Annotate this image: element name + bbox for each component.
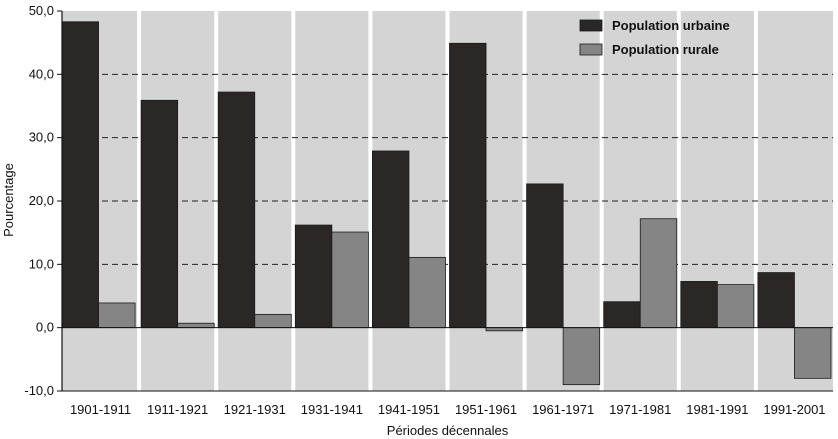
legend-label-rurale: Population rurale — [612, 42, 719, 57]
x-tick-label: 1981-1991 — [686, 402, 748, 417]
legend-swatch-urbaine — [579, 19, 603, 32]
x-tick-label: 1941-1951 — [378, 402, 440, 417]
y-tick-labels: -10,0 0,0 10,0 20,0 30,0 40,0 50,0 — [24, 3, 54, 398]
bar-urbaine-1981-1991 — [680, 281, 718, 329]
bar-rurale-1911-1921 — [177, 322, 215, 329]
bar-rurale-1961-1971 — [562, 327, 601, 386]
x-axis-title: Périodes décennales — [387, 423, 509, 438]
bar-urbaine-1901-1911 — [61, 21, 99, 329]
bar-rurale-1921-1931 — [254, 313, 292, 329]
bar-urbaine-1911-1921 — [140, 99, 179, 329]
x-tick-label: 1931-1941 — [301, 402, 363, 417]
x-tick-label: 1911-1921 — [147, 402, 208, 417]
x-tick-label: 1921-1931 — [224, 402, 286, 417]
bar-urbaine-1951-1961 — [449, 42, 487, 329]
category-separator — [368, 11, 373, 391]
bar-rurale-1941-1951 — [408, 256, 446, 329]
bar-urbaine-1941-1951 — [371, 150, 410, 329]
x-tick-label: 1961-1971 — [532, 402, 594, 417]
bar-urbaine-1971-1981 — [603, 301, 641, 329]
y-tick-label: 20,0 — [29, 193, 54, 208]
x-tick-label: 1991-2001 — [763, 402, 825, 417]
legend-swatch-rurale — [579, 43, 603, 56]
bar-rurale-1981-1991 — [716, 284, 755, 329]
bar-urbaine-1991-2001 — [757, 272, 795, 329]
legend: Population urbaine Population rurale — [579, 18, 730, 57]
y-axis-title: Pourcentage — [1, 163, 16, 237]
y-tick-label: 30,0 — [29, 130, 54, 145]
x-tick-label: 1951-1961 — [455, 402, 517, 417]
bar-rurale-1991-2001 — [794, 327, 832, 379]
bar-urbaine-1931-1941 — [294, 224, 333, 329]
category-separator — [676, 11, 681, 391]
bar-rurale-1901-1911 — [98, 302, 136, 329]
y-tick-label: 0,0 — [36, 320, 54, 335]
x-tick-label: 1971-1981 — [609, 402, 671, 417]
bar-rurale-1931-1941 — [331, 231, 369, 329]
x-tick-labels: 1901-1911 1911-1921 1921-1931 1931-1941 1941… — [70, 402, 826, 417]
bar-rurale-1971-1981 — [639, 218, 678, 329]
bar-urbaine-1921-1931 — [217, 91, 256, 329]
y-tick-label: 40,0 — [29, 66, 54, 81]
category-separator — [599, 11, 604, 391]
legend-label-urbaine: Population urbaine — [612, 18, 730, 33]
category-separator — [137, 11, 142, 391]
y-tick-label: 10,0 — [29, 256, 54, 271]
gridlines — [62, 73, 833, 265]
bars — [61, 21, 832, 386]
axes — [57, 10, 833, 392]
y-tick-label: 50,0 — [29, 3, 54, 18]
bar-urbaine-1961-1971 — [526, 183, 564, 329]
y-tick-label: -10,0 — [24, 383, 54, 398]
x-tick-label: 1901-1911 — [70, 402, 131, 417]
